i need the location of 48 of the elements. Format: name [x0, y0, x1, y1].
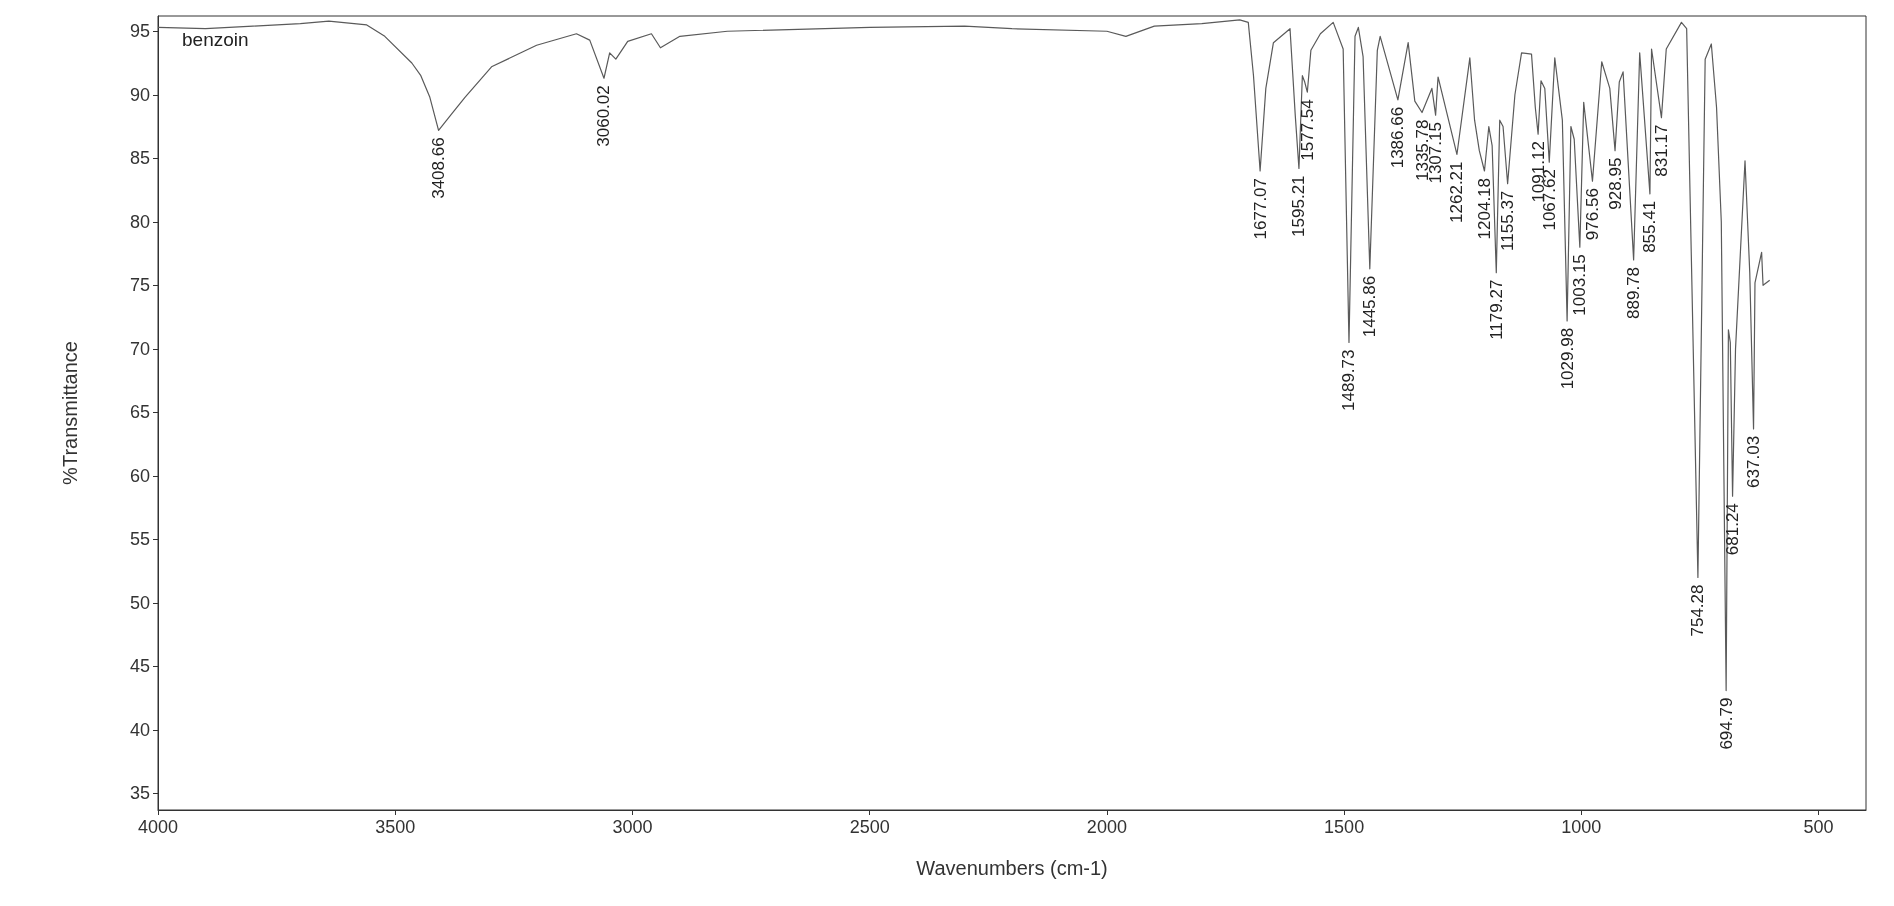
y-tick-label: 90 [129, 84, 150, 105]
y-tick-label: 80 [129, 211, 150, 232]
x-tick-label: 3500 [375, 817, 416, 837]
x-tick-label: 2500 [849, 817, 890, 837]
y-tick-label: 35 [129, 783, 150, 804]
x-tick-label: 3000 [612, 817, 653, 837]
annotation: 976.56 [1582, 188, 1602, 241]
line-series [157, 19, 1771, 692]
annotation: 3408.66 [429, 137, 449, 199]
y-tick-label: 40 [129, 719, 150, 740]
annotation: 1489.73 [1339, 349, 1359, 411]
y-tick-label: 45 [129, 656, 150, 677]
annotation: 3060.02 [594, 85, 614, 147]
annotation: 1179.27 [1486, 279, 1506, 340]
y-tick-label: 55 [129, 529, 150, 550]
annotation: 1445.86 [1360, 275, 1380, 338]
annotation: 637.03 [1744, 435, 1764, 488]
x-tick-label: 500 [1803, 817, 1834, 837]
annotation: 1677.07 [1250, 177, 1270, 240]
annotation: benzoin [182, 29, 249, 50]
annotation: 1386.66 [1388, 106, 1408, 169]
annotation: 1577.54 [1297, 99, 1317, 161]
annotation: 855.41 [1640, 200, 1660, 253]
x-axis-title: Wavenumbers (cm-1) [916, 857, 1108, 879]
annotation: 1595.21 [1289, 175, 1309, 237]
annotation: 928.95 [1605, 157, 1625, 210]
annotation: 754.28 [1688, 584, 1708, 637]
annotation: 1003.15 [1570, 254, 1590, 316]
annotation: 889.78 [1624, 266, 1644, 319]
annotation: 681.24 [1723, 503, 1743, 556]
y-tick-label: 70 [129, 338, 150, 359]
x-tick-label: 4000 [137, 817, 179, 837]
y-tick-label: 75 [129, 275, 150, 296]
y-tick-label: 65 [129, 402, 150, 423]
annotation: 694.79 [1716, 697, 1736, 750]
annotation: 1204.18 [1474, 177, 1494, 240]
annotation: 831.17 [1651, 124, 1671, 177]
y-tick-label: 50 [129, 592, 150, 613]
y-axis-title: %Transmittance [59, 341, 81, 485]
annotation: 1262.21 [1447, 161, 1467, 223]
annotation: 1155.37 [1498, 190, 1518, 251]
annotation: 1029.98 [1557, 327, 1577, 390]
x-tick-label: 1000 [1561, 817, 1602, 837]
y-tick-label: 85 [129, 148, 150, 169]
y-tick-label: 95 [129, 21, 150, 42]
y-tick-label: 60 [129, 465, 150, 486]
x-tick-label: 2000 [1086, 817, 1127, 837]
x-tick-label: 1500 [1324, 817, 1365, 837]
